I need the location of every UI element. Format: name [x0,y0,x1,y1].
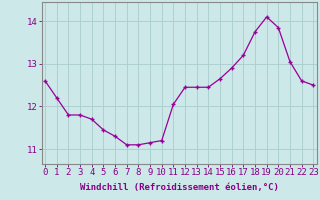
X-axis label: Windchill (Refroidissement éolien,°C): Windchill (Refroidissement éolien,°C) [80,183,279,192]
